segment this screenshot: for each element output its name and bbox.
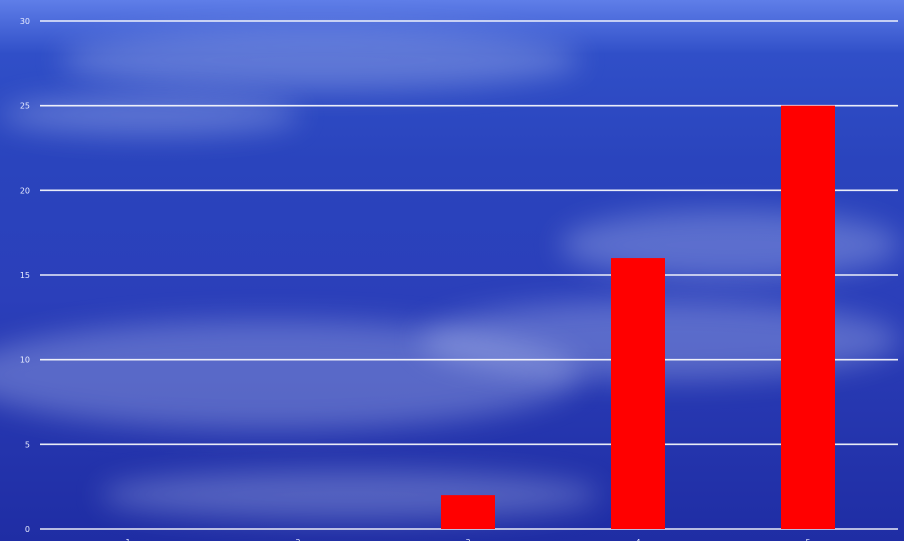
cloud-decoration <box>100 470 600 520</box>
y-tick-label: 20 <box>20 186 30 195</box>
bar <box>441 495 495 529</box>
y-tick-label: 10 <box>20 356 30 365</box>
y-tick-label: 15 <box>20 271 30 280</box>
y-tick-label: 25 <box>20 102 30 111</box>
bar <box>611 258 665 529</box>
bar <box>781 105 835 530</box>
bars <box>441 105 835 530</box>
y-axis-ticks: 0 5 10 15 20 25 30 <box>20 17 30 534</box>
y-tick-label: 0 <box>25 525 30 534</box>
cloud-decoration <box>0 95 300 135</box>
x-tick-label: 1 <box>125 538 130 541</box>
x-tick-label: 4 <box>635 538 640 541</box>
cloud-decoration <box>0 320 580 430</box>
x-tick-label: 2 <box>295 538 300 541</box>
x-tick-label: 3 <box>465 538 470 541</box>
cloud-decoration <box>60 30 580 90</box>
x-axis-ticks: 1 2 3 4 5 <box>125 538 810 541</box>
y-tick-label: 5 <box>25 440 30 449</box>
x-tick-label: 5 <box>805 538 810 541</box>
y-tick-label: 30 <box>20 17 30 26</box>
gridlines <box>40 20 898 530</box>
